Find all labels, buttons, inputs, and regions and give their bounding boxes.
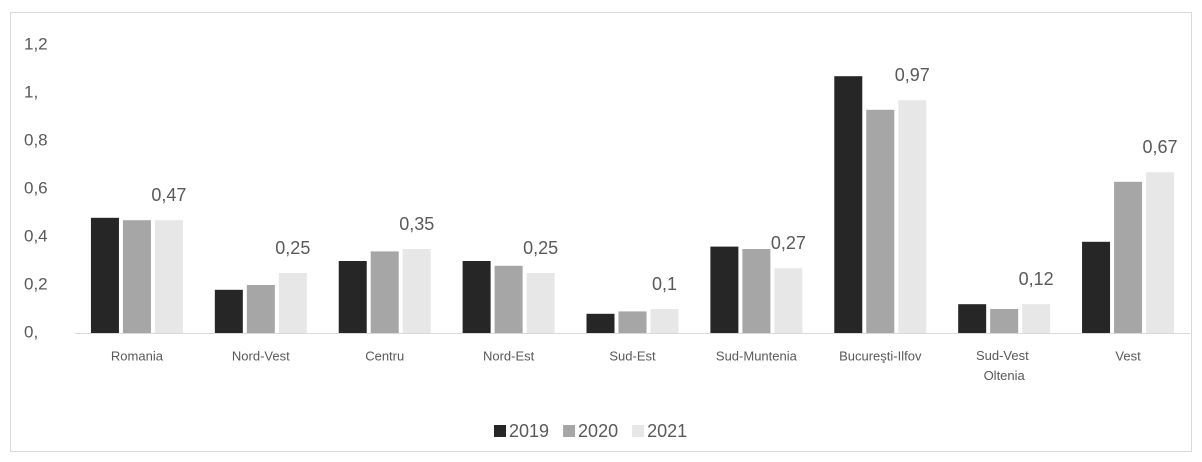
bar	[1022, 304, 1051, 333]
legend-swatch	[563, 425, 576, 437]
bar	[494, 265, 523, 333]
bar	[710, 246, 739, 333]
bar	[742, 249, 771, 333]
x-tick-label: Nord-Vest	[232, 348, 290, 363]
bar	[122, 220, 151, 333]
data-label: 0,25	[275, 238, 310, 258]
bar	[278, 273, 307, 333]
chart-border	[10, 12, 1192, 452]
bar	[526, 273, 555, 333]
data-label: 0,97	[895, 65, 930, 85]
bar	[866, 109, 895, 333]
y-tick-label: 1,2	[24, 34, 48, 53]
legend-label: 2021	[647, 421, 687, 441]
data-label: 0,67	[1143, 137, 1178, 157]
bar	[338, 261, 367, 333]
bar	[1114, 181, 1143, 333]
bar	[154, 220, 183, 333]
legend-label: 2019	[509, 421, 549, 441]
x-tick-label: Bucureşti-Ilfov	[839, 348, 922, 363]
x-tick-label: Centru	[365, 348, 404, 363]
bar	[898, 100, 927, 333]
bar	[370, 251, 399, 333]
bar	[214, 289, 243, 333]
data-label: 0,12	[1019, 269, 1054, 289]
x-tick-label: Sud-Vest Oltenia	[976, 348, 1032, 383]
x-tick-label: Nord-Est	[483, 348, 535, 363]
bar	[958, 304, 987, 333]
data-label: 0,1	[652, 274, 677, 294]
legend-label: 2020	[578, 421, 618, 441]
bar	[1082, 241, 1111, 333]
bar	[774, 268, 803, 333]
x-tick-label: Sud-Est	[609, 348, 656, 363]
y-tick-label: 0,2	[24, 274, 48, 293]
bar	[402, 249, 431, 333]
x-tick-label: Sud-Muntenia	[716, 348, 798, 363]
bar	[90, 217, 119, 333]
y-tick-label: 0,4	[24, 226, 48, 245]
legend-swatch	[632, 425, 645, 437]
bar	[618, 311, 647, 333]
data-label: 0,35	[399, 214, 434, 234]
bar	[1146, 172, 1175, 333]
data-label: 0,47	[151, 185, 186, 205]
legend-swatch	[494, 425, 506, 437]
bar	[462, 261, 491, 333]
x-tick-label: Romania	[111, 348, 164, 363]
y-tick-label: 0,	[24, 322, 38, 341]
bar	[990, 309, 1019, 333]
bar	[246, 285, 275, 333]
y-tick-label: 1,	[24, 82, 38, 101]
x-tick-label: Vest	[1115, 348, 1141, 363]
bar	[834, 76, 863, 333]
data-label: 0,27	[771, 233, 806, 253]
bar	[650, 309, 679, 333]
data-label: 0,25	[523, 238, 558, 258]
bar	[586, 313, 615, 333]
y-tick-label: 0,8	[24, 130, 48, 149]
y-tick-label: 0,6	[24, 178, 48, 197]
